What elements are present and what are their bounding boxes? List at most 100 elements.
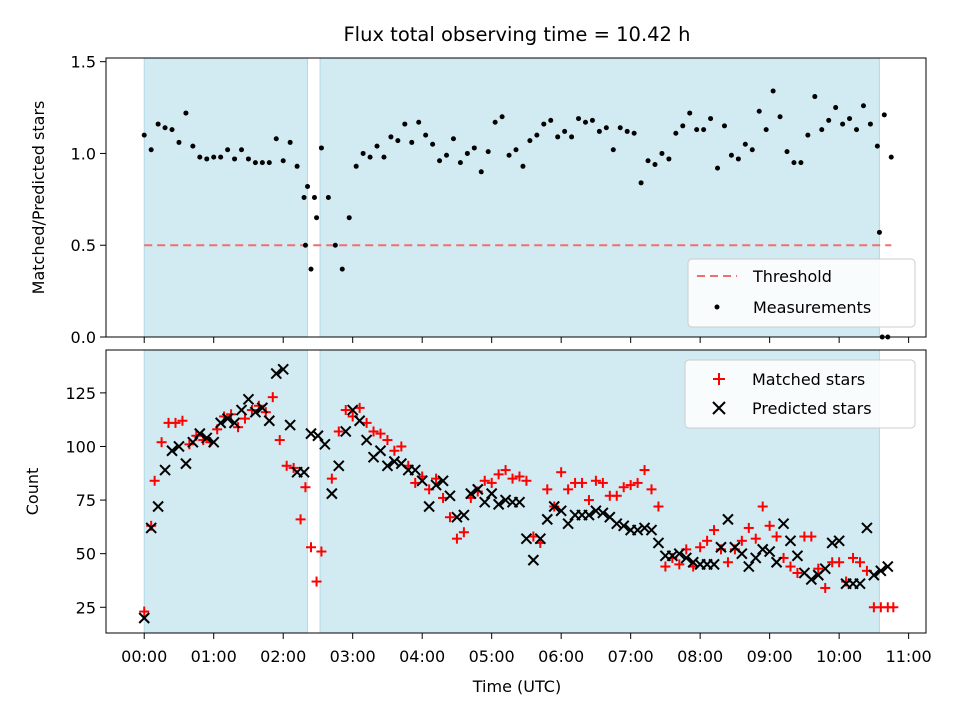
predicted-marker-b: [333, 460, 345, 472]
measurement-point: [763, 127, 769, 133]
predicted-marker-b: [465, 487, 477, 500]
measurement-point: [374, 143, 380, 149]
matched-star-point: [736, 535, 747, 546]
predicted-marker-b: [819, 562, 831, 575]
measurement-point: [569, 134, 575, 140]
matched-star-point: [806, 531, 817, 542]
top-y-tick-label: 1.5: [71, 53, 96, 72]
predicted-marker-b: [541, 513, 553, 526]
top-y-axis-label: Matched/Predicted stars: [29, 101, 48, 295]
matched-star-point: [311, 576, 322, 587]
observing-span: [143, 349, 309, 634]
measurement-point: [610, 147, 616, 153]
predicted-marker-b: [826, 537, 838, 549]
predicted-marker-b: [492, 498, 505, 511]
measurement-point: [388, 134, 394, 140]
predicted-star-point: [152, 500, 164, 513]
matched-star-point: [528, 531, 539, 542]
measurement-point: [673, 130, 679, 136]
measurement-point: [874, 143, 880, 149]
predicted-star-point: [249, 406, 262, 418]
predicted-star-point: [381, 460, 394, 472]
predicted-marker-b: [548, 500, 560, 513]
predicted-star-point: [645, 524, 658, 536]
predicted-marker-b: [138, 612, 150, 624]
measurement-point: [881, 112, 887, 118]
measurement-point: [624, 128, 630, 134]
predicted-star-point: [548, 500, 560, 513]
measurement-point: [541, 121, 547, 127]
predicted-marker-b: [145, 522, 157, 534]
predicted-marker-b: [763, 545, 776, 558]
matched-star-point: [722, 557, 733, 568]
predicted-marker-b: [173, 440, 185, 453]
measurement-point: [239, 147, 245, 153]
measurement-point: [301, 195, 307, 200]
measurement-point: [812, 94, 818, 100]
predicted-marker-b: [638, 522, 651, 534]
matched-star-point: [521, 475, 532, 486]
measurement-point: [805, 132, 811, 138]
bottom-x-axis: 00:00 01:00 02:00 03:00 04:00 05:00 06:00 07:00…: [121, 633, 932, 666]
matched-star-point: [396, 441, 407, 452]
legend-measurements-label: Measurements: [753, 298, 871, 317]
measurement-point: [353, 163, 359, 169]
predicted-marker-b: [534, 532, 547, 545]
top-y-tick-label: 0.0: [71, 328, 96, 347]
measurement-point: [715, 165, 721, 171]
legend-predicted-label: Predicted stars: [752, 399, 872, 418]
bottom-legend-box: [684, 359, 916, 429]
measurement-point: [680, 123, 686, 129]
bottom-plot-frame: [105, 349, 927, 634]
predicted-marker-b: [666, 550, 679, 562]
matched-star-point: [389, 445, 400, 456]
measurement-point: [395, 138, 401, 144]
predicted-star-point: [437, 475, 449, 487]
measurement-point: [287, 139, 293, 145]
predicted-star-point: [430, 479, 442, 491]
bottom-y-axis: 25 50 75 100 125: [65, 384, 106, 617]
predicted-marker-b: [444, 490, 456, 502]
measurement-point: [659, 150, 665, 156]
x-axis-label: Time (UTC): [472, 677, 561, 696]
predicted-marker-b: [201, 432, 213, 444]
predicted-star-point: [763, 545, 776, 558]
matched-star-point: [267, 392, 278, 403]
measurement-point: [423, 132, 429, 138]
bottom-legend: Matched stars Predicted stars: [684, 359, 916, 429]
matched-star-point: [820, 582, 831, 593]
matched-star-point: [514, 471, 525, 482]
matched-star-point: [590, 475, 601, 486]
predicted-star-point: [882, 560, 894, 573]
predicted-marker-b: [715, 541, 727, 553]
measurement-point: [756, 108, 762, 114]
matched-star-points: [139, 392, 899, 617]
measurement-point: [589, 117, 595, 123]
predicted-marker-b: [208, 436, 220, 448]
x-tick-label: 06:00: [538, 647, 584, 666]
predicted-marker-b: [346, 404, 359, 416]
predicted-marker-b: [298, 466, 310, 478]
predicted-marker-b: [249, 406, 262, 418]
matched-star-point: [542, 484, 553, 495]
measurement-point: [520, 163, 526, 169]
matched-star-point: [382, 435, 393, 446]
measurement-point: [645, 158, 651, 164]
predicted-marker-b: [597, 507, 609, 519]
predicted-marker-b: [562, 517, 574, 530]
measurement-point: [225, 147, 231, 153]
measurement-point: [402, 121, 408, 127]
matched-star-point: [632, 477, 643, 488]
measurement-point: [652, 161, 658, 167]
top-y-tick-label: 0.5: [71, 236, 96, 255]
matched-star-point: [695, 542, 706, 553]
matched-star-point: [507, 473, 518, 484]
matched-star-point: [444, 512, 455, 523]
predicted-star-point: [673, 547, 686, 560]
matched-star-point: [239, 413, 250, 424]
predicted-star-point: [736, 547, 748, 560]
matched-star-point: [438, 492, 449, 503]
measurement-point: [798, 160, 804, 166]
predicted-marker-b: [353, 415, 366, 427]
